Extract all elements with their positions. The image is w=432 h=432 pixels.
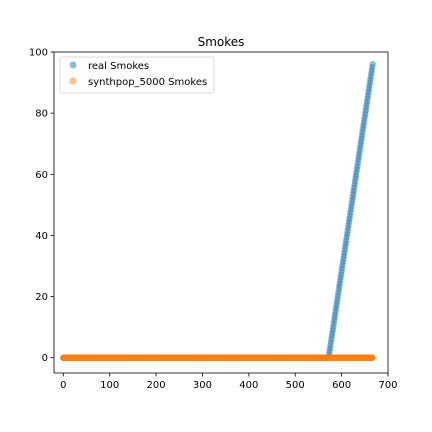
y-tick-label: 20 xyxy=(35,292,48,303)
legend-marker-real xyxy=(69,61,77,69)
y-tick-label: 100 xyxy=(29,48,48,59)
legend-frame xyxy=(59,56,215,94)
x-tick-label: 700 xyxy=(378,380,397,391)
x-tick-label: 200 xyxy=(147,380,166,391)
y-tick-label: 0 xyxy=(42,353,48,364)
x-tick-label: 500 xyxy=(286,380,305,391)
legend: real Smokes synthpop_5000 Smokes xyxy=(59,56,215,94)
x-tick-label: 100 xyxy=(100,380,119,391)
x-tick-label: 600 xyxy=(332,380,351,391)
legend-label-real: real Smokes xyxy=(88,61,149,72)
legend-label-synth: synthpop_5000 Smokes xyxy=(88,77,207,88)
plot-frame xyxy=(53,51,389,374)
x-tick-label: 0 xyxy=(60,380,66,391)
y-axis: 0 20 40 60 80 100 xyxy=(29,48,54,364)
chart-title: Smokes xyxy=(198,35,245,49)
y-tick-label: 60 xyxy=(35,170,48,181)
synth-point xyxy=(369,354,376,361)
y-tick-label: 80 xyxy=(35,109,48,120)
real-point xyxy=(369,61,376,68)
x-tick-label: 300 xyxy=(193,380,212,391)
y-tick-label: 40 xyxy=(35,231,48,242)
x-tick-label: 400 xyxy=(239,380,258,391)
points-layer xyxy=(60,61,376,361)
x-axis: 0 100 200 300 400 500 600 700 xyxy=(60,373,398,391)
legend-marker-synth xyxy=(69,77,77,85)
